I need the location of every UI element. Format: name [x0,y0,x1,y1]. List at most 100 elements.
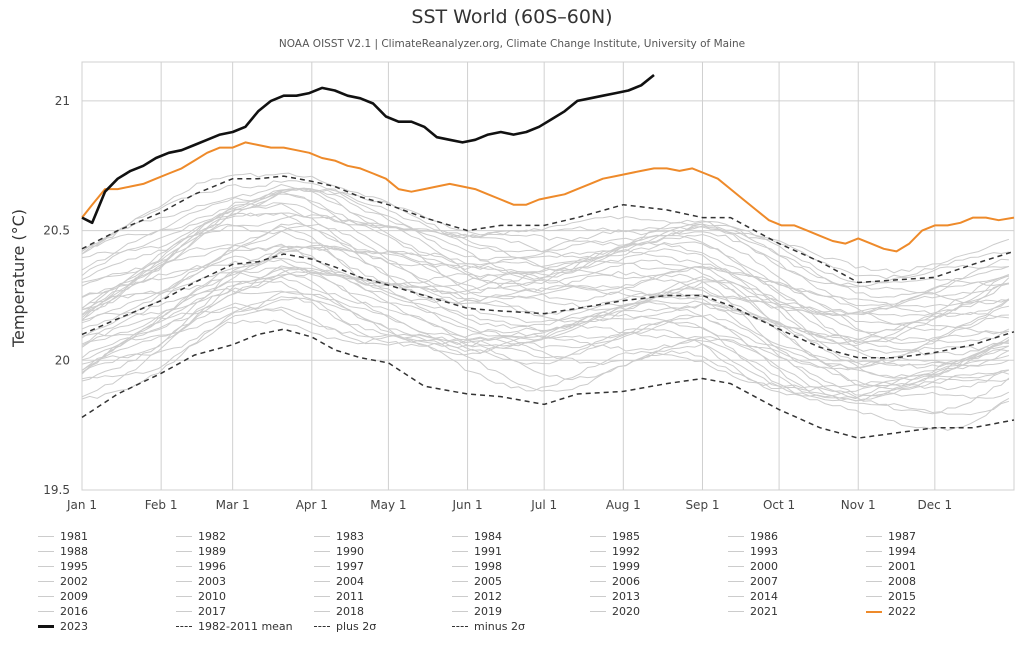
legend-label: 1999 [612,560,640,573]
legend-label: 2008 [888,575,916,588]
legend-swatch [728,581,744,582]
legend-label: 1990 [336,545,364,558]
legend-label: 2007 [750,575,778,588]
legend-item-1988[interactable]: 1988 [38,544,88,559]
series-line-2023 [81,73,655,225]
legend-item-2010[interactable]: 2010 [176,589,226,604]
series-line-1998 [81,243,1010,343]
legend-swatch [452,596,468,597]
legend-swatch [728,596,744,597]
series-line-2012 [81,193,1010,317]
legend-item-minus-2-[interactable]: minus 2σ [452,619,525,634]
legend-label: 2005 [474,575,502,588]
x-tick-label: Feb 1 [145,498,178,512]
legend-item-1999[interactable]: 1999 [590,559,640,574]
legend-item-2014[interactable]: 2014 [728,589,778,604]
legend-item-2007[interactable]: 2007 [728,574,778,589]
legend-swatch [866,551,882,552]
legend-label: 2001 [888,560,916,573]
legend-swatch [176,581,192,582]
legend-item-2004[interactable]: 2004 [314,574,364,589]
legend-swatch [314,611,330,612]
y-tick-label: 20.5 [43,224,70,238]
legend-item-2017[interactable]: 2017 [176,604,226,619]
legend-item-1982-2011-mean[interactable]: 1982-2011 mean [176,619,293,634]
legend-label: 1986 [750,530,778,543]
legend-label: 2000 [750,560,778,573]
legend-label: 2021 [750,605,778,618]
legend-item-1989[interactable]: 1989 [176,544,226,559]
legend-label: 1988 [60,545,88,558]
y-tick-label: 19.5 [43,483,70,497]
legend-item-1993[interactable]: 1993 [728,544,778,559]
series-line-2015 [81,191,1009,288]
legend-item-1981[interactable]: 1981 [38,529,88,544]
legend-label: 1996 [198,560,226,573]
series-line-2007 [81,244,1010,345]
legend-item-2021[interactable]: 2021 [728,604,778,619]
legend-swatch [728,611,744,612]
legend-item-2018[interactable]: 2018 [314,604,364,619]
legend-label: 1992 [612,545,640,558]
legend-swatch [314,551,330,552]
legend-item-1983[interactable]: 1983 [314,529,364,544]
legend-item-1986[interactable]: 1986 [728,529,778,544]
legend-swatch [866,566,882,567]
x-tick-label: Apr 1 [296,498,328,512]
grid-lines [81,61,1015,491]
legend-item-1990[interactable]: 1990 [314,544,364,559]
legend-item-2013[interactable]: 2013 [590,589,640,604]
legend-item-1994[interactable]: 1994 [866,544,916,559]
series-line-1995 [81,267,1010,379]
legend-item-1996[interactable]: 1996 [176,559,226,574]
x-tick-label: Dec 1 [918,498,953,512]
legend-label: 1982-2011 mean [198,620,293,633]
legend-item-2008[interactable]: 2008 [866,574,916,589]
legend-label: 1989 [198,545,226,558]
legend-item-2011[interactable]: 2011 [314,589,364,604]
legend-swatch [590,611,606,612]
legend-label: 2003 [198,575,226,588]
legend-item-2012[interactable]: 2012 [452,589,502,604]
legend-item-2009[interactable]: 2009 [38,589,88,604]
legend-swatch [314,626,330,627]
legend-swatch [866,596,882,597]
legend-item-1991[interactable]: 1991 [452,544,502,559]
legend-item-2020[interactable]: 2020 [590,604,640,619]
legend-item-2000[interactable]: 2000 [728,559,778,574]
legend-label: 2016 [60,605,88,618]
series-line-2021 [81,172,1010,274]
legend-item-2006[interactable]: 2006 [590,574,640,589]
legend-item-2005[interactable]: 2005 [452,574,502,589]
legend-swatch [452,581,468,582]
legend-item-plus-2-[interactable]: plus 2σ [314,619,376,634]
series-line-plus-2- [81,175,1015,284]
legend-item-2019[interactable]: 2019 [452,604,502,619]
series-line-1992 [81,288,1010,381]
legend-item-2015[interactable]: 2015 [866,589,916,604]
legend-item-2023[interactable]: 2023 [38,619,88,634]
x-tick-label: Sep 1 [685,498,719,512]
legend-item-1987[interactable]: 1987 [866,529,916,544]
legend-item-1992[interactable]: 1992 [590,544,640,559]
legend-item-1985[interactable]: 1985 [590,529,640,544]
legend-item-2022[interactable]: 2022 [866,604,916,619]
legend-item-1997[interactable]: 1997 [314,559,364,574]
legend-swatch [452,611,468,612]
legend-item-1998[interactable]: 1998 [452,559,502,574]
legend-label: 1985 [612,530,640,543]
legend-swatch [176,626,192,627]
legend-label: 2023 [60,620,88,633]
series-line-1982 [81,319,1010,431]
legend-swatch [728,536,744,537]
legend-swatch [728,566,744,567]
legend-item-2002[interactable]: 2002 [38,574,88,589]
legend-item-1984[interactable]: 1984 [452,529,502,544]
chart-title: SST World (60S–60N) [411,6,613,28]
series-line-1989 [81,267,1009,402]
legend-item-1995[interactable]: 1995 [38,559,88,574]
legend-item-1982[interactable]: 1982 [176,529,226,544]
legend-item-2001[interactable]: 2001 [866,559,916,574]
legend-item-2016[interactable]: 2016 [38,604,88,619]
legend-item-2003[interactable]: 2003 [176,574,226,589]
